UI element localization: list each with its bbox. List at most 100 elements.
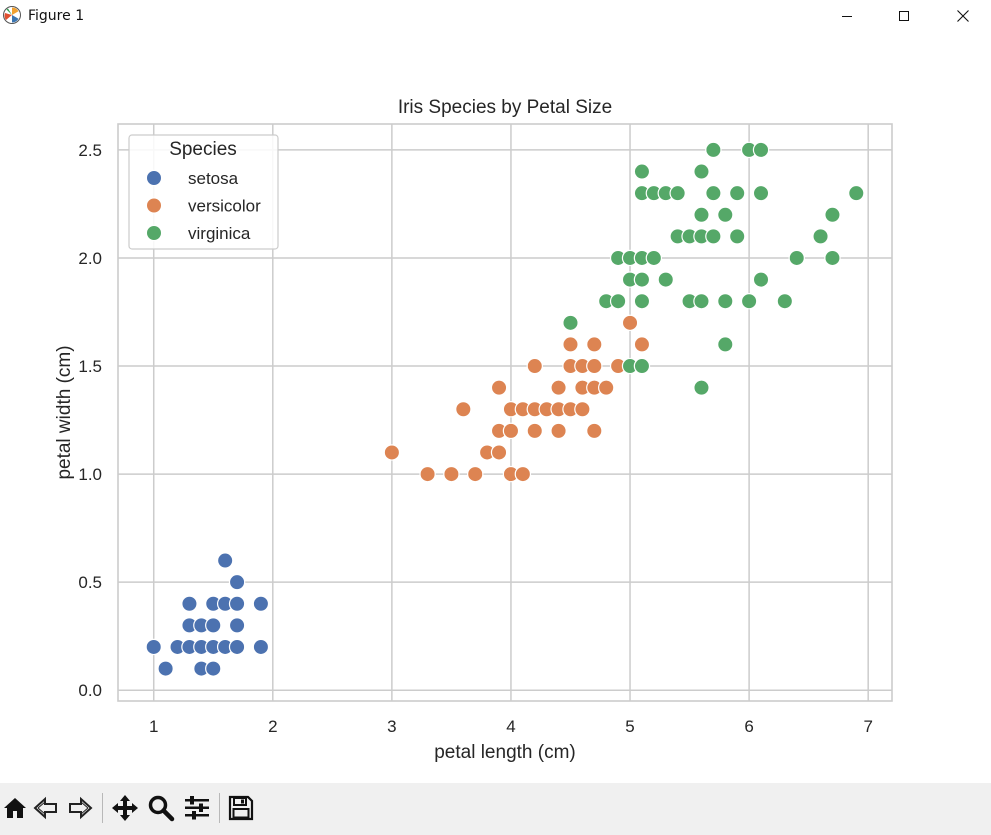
minimize-icon	[842, 16, 852, 17]
data-point-virginica	[752, 141, 770, 159]
legend: Species setosa versicolor virginica	[128, 134, 279, 250]
figure-canvas: 1 2 3 4 5 6 7 0.0 0.5 1.0 1.5 2.0 2.5 Iris Species b…	[0, 33, 991, 783]
data-point-virginica	[645, 249, 663, 267]
data-point-setosa	[145, 638, 162, 656]
y-axis-label: petal width (cm)	[54, 345, 75, 479]
data-point-virginica	[693, 293, 710, 310]
matplotlib-app-icon	[2, 5, 22, 25]
data-point-virginica	[752, 271, 770, 288]
data-point-setosa	[216, 552, 234, 569]
x-tick-label: 5	[625, 717, 634, 736]
data-point-virginica	[740, 293, 758, 310]
data-point-versicolor	[621, 314, 639, 332]
data-point-virginica	[717, 336, 734, 353]
data-point-versicolor	[490, 379, 508, 396]
data-point-versicolor	[586, 357, 603, 375]
data-point-versicolor	[526, 422, 543, 440]
data-point-versicolor	[586, 336, 603, 353]
data-point-setosa	[228, 595, 246, 612]
x-tick-label: 6	[744, 717, 753, 736]
data-point-virginica	[848, 184, 865, 202]
data-point-versicolor	[383, 444, 401, 461]
forward-button[interactable]	[65, 793, 95, 823]
data-point-versicolor	[502, 422, 520, 440]
data-point-versicolor	[586, 422, 603, 440]
y-tick-label: 2.5	[78, 141, 102, 160]
zoom-button[interactable]	[146, 793, 176, 823]
data-point-virginica	[788, 249, 805, 267]
data-point-virginica	[717, 293, 734, 310]
data-point-virginica	[633, 293, 651, 310]
data-point-virginica	[776, 293, 794, 310]
window-titlebar: Figure 1	[0, 0, 991, 33]
data-point-setosa	[252, 638, 270, 656]
magnifier-icon	[148, 795, 175, 822]
forward-arrow-icon	[69, 796, 93, 820]
data-point-virginica	[562, 314, 579, 332]
data-point-virginica	[693, 379, 710, 396]
y-tick-label: 1.5	[78, 357, 102, 376]
y-tick-label: 2.0	[78, 249, 102, 268]
data-point-versicolor	[419, 465, 436, 483]
x-tick-label: 3	[387, 717, 396, 736]
scatter-chart: 1 2 3 4 5 6 7 0.0 0.5 1.0 1.5 2.0 2.5 Iris Species b…	[54, 97, 893, 763]
data-point-versicolor	[562, 336, 579, 353]
minimize-button[interactable]	[819, 0, 875, 32]
maximize-button[interactable]	[876, 0, 932, 32]
data-point-virginica	[824, 206, 841, 223]
back-arrow-icon	[33, 796, 57, 820]
data-point-virginica	[717, 206, 734, 223]
home-icon	[4, 798, 26, 818]
move-icon	[112, 795, 138, 821]
data-point-versicolor	[514, 465, 532, 483]
axes-frame	[117, 123, 893, 702]
sliders-icon	[185, 796, 209, 820]
data-point-virginica	[693, 163, 710, 180]
data-point-setosa	[252, 595, 270, 612]
data-point-virginica	[705, 184, 722, 202]
y-tick-label: 1.0	[78, 465, 102, 484]
data-point-virginica	[693, 206, 710, 223]
data-point-virginica	[705, 141, 722, 159]
configure-subplots-button[interactable]	[182, 793, 212, 823]
x-axis-label: petal length (cm)	[434, 742, 576, 763]
data-point-virginica	[657, 271, 674, 288]
data-point-setosa	[205, 617, 222, 634]
data-point-virginica	[824, 249, 841, 267]
legend-label-virginica: virginica	[188, 224, 251, 243]
data-point-versicolor	[574, 401, 591, 418]
back-button[interactable]	[31, 793, 61, 823]
data-point-setosa	[205, 660, 222, 677]
y-tick-label: 0.5	[78, 573, 102, 592]
x-tick-label: 2	[268, 717, 277, 736]
data-point-virginica	[633, 271, 651, 288]
legend-marker-versicolor	[145, 197, 163, 214]
legend-title: Species	[169, 139, 237, 160]
data-point-versicolor	[490, 444, 508, 461]
data-point-virginica	[669, 184, 686, 202]
data-point-virginica	[729, 184, 746, 202]
data-point-versicolor	[526, 357, 543, 375]
data-point-virginica	[633, 357, 651, 375]
data-point-virginica	[705, 228, 722, 245]
save-button[interactable]	[226, 793, 256, 823]
maximize-icon	[899, 11, 909, 21]
floppy-disk-icon	[228, 795, 254, 821]
data-point-versicolor	[443, 465, 460, 483]
home-button[interactable]	[0, 793, 30, 823]
x-tick-label: 7	[863, 717, 872, 736]
data-point-virginica	[609, 293, 627, 310]
data-point-virginica	[812, 228, 829, 245]
legend-label-versicolor: versicolor	[188, 197, 261, 216]
close-button[interactable]	[935, 0, 991, 32]
legend-box	[128, 134, 279, 250]
data-point-setosa	[157, 660, 174, 677]
data-point-versicolor	[467, 465, 484, 483]
data-point-versicolor	[455, 401, 472, 418]
legend-label-setosa: setosa	[188, 169, 239, 188]
x-tick-label: 4	[506, 717, 515, 736]
pan-button[interactable]	[110, 793, 140, 823]
data-point-versicolor	[598, 379, 615, 396]
data-point-versicolor	[633, 336, 651, 353]
data-point-virginica	[633, 163, 651, 180]
